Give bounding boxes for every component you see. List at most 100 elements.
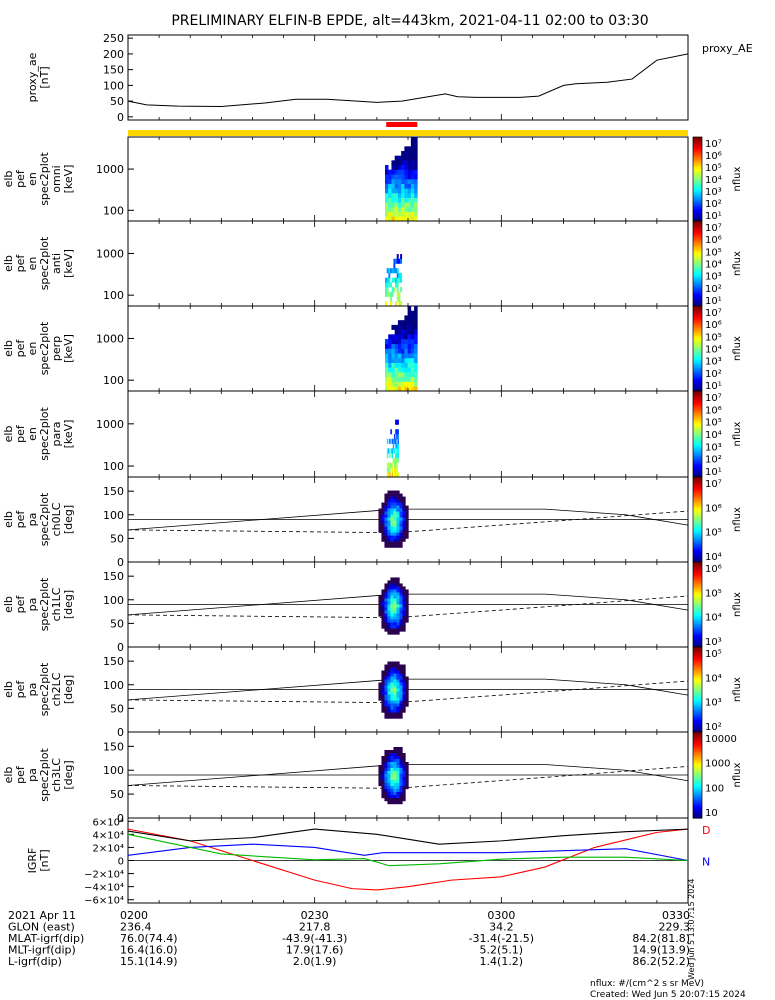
spec_para-cell [396,434,398,440]
pa_ch0-cell [402,529,406,533]
pa_ch1-cell [384,586,388,590]
spec_omni-cell [407,179,412,184]
spec_perp-ylabel-1: pef [14,339,27,358]
pa_ch0-cell [399,514,403,518]
pa_ch0-cell [384,511,388,515]
spec_anti-cell [391,291,394,297]
pa_ch1-cell [393,616,397,620]
spec_omni-ylabel-0: elb [2,171,15,188]
pa_ch3-colorbar-cell [693,764,702,767]
pa_ch2-cell [378,688,382,692]
pa_ch2-cell [393,703,397,707]
spec_para-cell [391,438,394,444]
pa_ch1-cell [402,628,406,632]
spec_omni-cell [401,151,405,156]
spec_perp-colorbar-cell [693,306,702,309]
pa_ch3-cell [399,759,403,763]
spec_perp-cell [388,367,392,373]
spec_perp-cell [407,343,412,349]
spec_para-cell [397,429,399,435]
pa_ch0-colorbar-cell [693,555,702,559]
pa_ch0-cell [378,523,382,527]
proxy_ae-ytick-label: 0 [117,111,124,124]
pa_ch0-cell [390,541,394,545]
pa_ch1-colorbar-cell [693,579,702,582]
pa_ch2-colorbar-cell [693,674,702,678]
pa_ch2-cell [405,697,409,701]
pa_ch3-cell [384,768,388,772]
spec_para-cell [395,443,397,449]
spec_perp-cell [414,376,418,382]
pa_ch0-ylabel-0: elb [2,511,15,528]
pa_ch2-ytick-label: 100 [103,679,124,692]
pa_ch1-colorbar-cell [693,613,702,616]
spec_para-colorbar-cell [693,395,702,399]
pa_ch0-cell [384,502,388,506]
pa_ch1-cell [393,598,397,602]
proxy_ae-ytick-label: 150 [103,64,124,77]
spec_anti-cell [398,277,401,283]
pa_ch1-cell [384,625,388,629]
pa_ch1-cell [390,607,394,611]
pa_ch1-cell [396,592,400,596]
xaxis-row-label: MLAT-igrf(dip) [8,932,84,945]
spec_para-cell [392,443,395,449]
pa_ch1-cell [387,625,391,629]
spec_omni-cell [384,188,389,194]
spec_perp-ylabel-5: [keV] [62,334,75,363]
pa_ch0-cell [402,505,406,509]
pa_ch0-cell [387,496,391,500]
spec_perp-cell [384,348,389,354]
spec_omni-cell [407,169,412,175]
spec_anti-cell [386,268,389,274]
spec_anti-cell [391,277,394,283]
pa_ch2-cell [396,712,400,716]
spec_perp-cell [388,372,392,378]
spec_omni-colorbar-cell [693,139,702,142]
spec_perp-cell [397,334,402,340]
spec_omni-cell [384,211,389,217]
spec_anti-colorbar-cell [693,286,702,290]
pa_ch3-cell [390,765,394,769]
spec_omni-cell [384,207,389,212]
spec_para-ytick-label: 100 [103,460,124,473]
pa_ch3-cell [381,786,385,790]
pa_ch2-cell [396,706,400,710]
pa_ch1-cell [399,613,403,617]
spec_omni-colorbar-cell [693,193,702,197]
pa_ch1-cell [378,610,382,614]
spec_para-cell [392,438,395,444]
pa_ch3-cell [402,753,406,757]
spec_perp-colorbar-cell [693,325,702,328]
pa_ch2-cell [402,697,406,701]
pa_ch3-cell [399,756,403,760]
pa_ch3-cell [396,759,400,763]
pa_ch3-colorbar-cell [693,775,702,778]
pa_ch3-cell [393,747,397,751]
spec_anti-cell [388,277,391,283]
proxy_ae-series-line [127,53,689,107]
pa_ch3-cell [399,792,403,796]
pa_ch2-cell [390,688,394,692]
spec_perp-cell [414,320,418,326]
spec_perp-colorbar-tick: 10³ [705,357,722,368]
pa_ch1-cell [387,616,391,620]
spec_perp-cell [410,353,415,359]
pa_ch3-cell [384,762,388,766]
pa_ch1-ylabel-1: pef [14,595,27,614]
pa_ch2-cell [390,691,394,695]
pa_ch3-cell [405,780,409,784]
pa_ch2-ytick-label: 50 [110,702,124,715]
pa_ch2-cell [384,709,388,713]
pa_ch2-cell [396,685,400,689]
pa_ch0-cell [390,508,394,512]
pa_ch3-colorbar-label: nflux [732,762,743,787]
pa_ch3-cell [399,786,403,790]
spec_anti-cell [398,272,401,278]
pa_ch1-cell [390,610,394,614]
pa_ch0-colorbar-cell [693,481,702,484]
spec_perp-cell [401,362,405,368]
pa_ch0-cell [405,529,409,533]
